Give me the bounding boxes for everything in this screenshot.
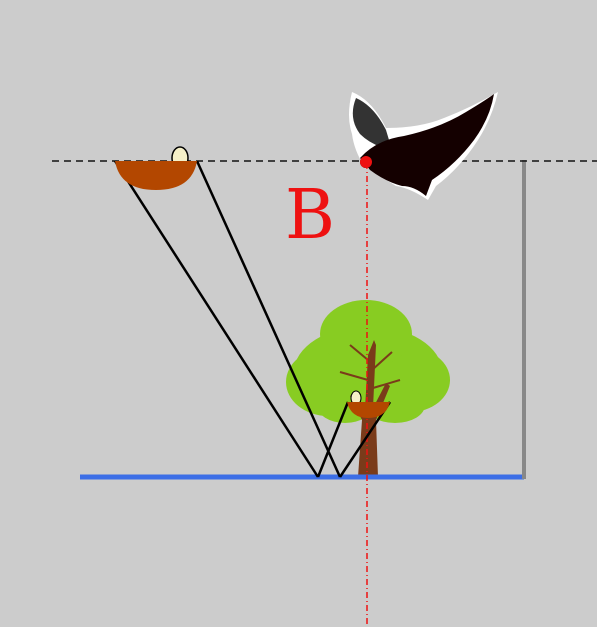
nest-icon [115, 161, 197, 190]
eagle-point [360, 156, 372, 168]
sight-line-to-tree-nest-1 [316, 401, 350, 478]
tree-leaves [286, 300, 450, 423]
tree-branches [339, 344, 401, 389]
sight-line-inner [195, 160, 342, 478]
label-b: B [285, 176, 335, 255]
top-nest-icon [115, 146, 197, 190]
sight-line-outer [113, 160, 320, 478]
tree-nest [347, 402, 390, 418]
tree-nest-icon [347, 390, 390, 418]
